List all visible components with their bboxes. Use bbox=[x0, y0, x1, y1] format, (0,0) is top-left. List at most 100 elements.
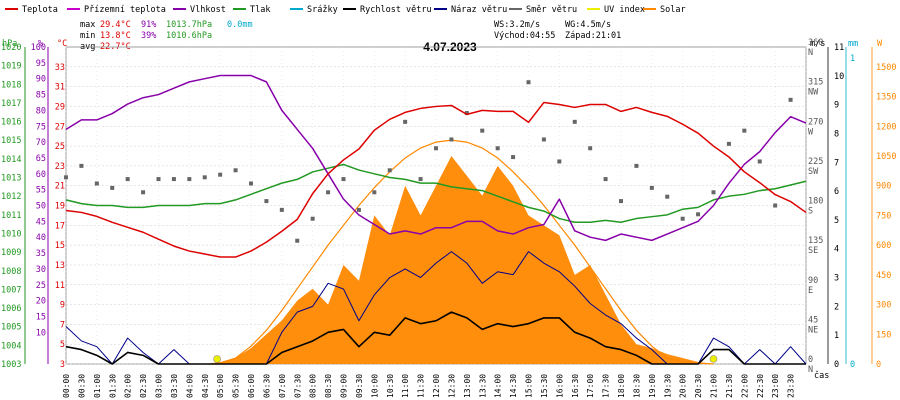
humidity-tick-label: 70 bbox=[36, 138, 46, 148]
temperature-tick-label: 7 bbox=[60, 320, 65, 330]
x-tick-label: 04:30 bbox=[201, 374, 210, 398]
solar-axis-title: W bbox=[877, 39, 883, 49]
wind-dir-compass-label: NW bbox=[808, 88, 819, 98]
hpa-tick-label: 1010 bbox=[1, 229, 21, 239]
humidity-tick-label: 75 bbox=[36, 122, 46, 132]
hpa-tick-label: 1013 bbox=[1, 174, 21, 184]
wind-direction-point bbox=[619, 199, 623, 204]
x-tick-label: 22:30 bbox=[756, 374, 765, 398]
x-tick-label: 09:00 bbox=[340, 374, 349, 398]
stat-sunset: Západ:21:01 bbox=[565, 31, 621, 41]
x-tick-label: 23:00 bbox=[771, 374, 780, 398]
wind-direction-point bbox=[264, 199, 269, 204]
wind-direction-point bbox=[495, 146, 500, 151]
humidity-line bbox=[65, 74, 807, 242]
solar-tick-label: 300 bbox=[876, 301, 891, 311]
legend: Teplota Přízemní teplota Vlhkost Tlak Srážky… bbox=[5, 5, 686, 15]
wind-dir-tick-label: 315 bbox=[808, 78, 823, 88]
temperature-tick-label: 27 bbox=[55, 122, 65, 132]
x-tick-label: 20:30 bbox=[694, 374, 703, 398]
stat-sunrise: Východ:04:55 bbox=[494, 31, 555, 41]
rain-tick-label: 1 bbox=[850, 54, 855, 64]
solar-tick-label: 900 bbox=[876, 182, 891, 192]
humidity-tick-label: 10 bbox=[36, 328, 46, 338]
stat-min-hum: 39% bbox=[141, 31, 156, 41]
solar-tick-label: 0 bbox=[876, 360, 881, 370]
solar-area bbox=[66, 155, 806, 364]
wind-dir-compass-label: W bbox=[808, 127, 814, 137]
x-tick-label: 13:30 bbox=[478, 374, 487, 398]
wind-direction-point bbox=[526, 80, 531, 85]
rain-axis-title: mm bbox=[848, 39, 858, 49]
temperature-line bbox=[65, 101, 807, 258]
stat-min-temp: 13.8°C bbox=[100, 31, 131, 41]
hpa-tick-label: 1014 bbox=[1, 155, 21, 165]
wind-speed-tick-label: 11 bbox=[834, 43, 844, 53]
legend-label: Směr větru bbox=[526, 5, 577, 15]
wind-direction-point bbox=[557, 159, 562, 164]
x-tick-label: 15:00 bbox=[525, 374, 534, 398]
legend-label: Solar bbox=[660, 5, 686, 15]
stat-wg: WG:4.5m/s bbox=[565, 20, 611, 30]
humidity-tick-label: 50 bbox=[36, 202, 46, 212]
x-tick-label: 05:30 bbox=[232, 374, 241, 398]
humidity-tick-label: 60 bbox=[36, 170, 46, 180]
wind-direction-point bbox=[788, 97, 793, 102]
hpa-tick-label: 1004 bbox=[1, 341, 21, 351]
x-tick-label: 12:30 bbox=[447, 374, 456, 398]
wind-dir-compass-label: NE bbox=[808, 325, 818, 335]
wind-speed-tick-label: 0 bbox=[834, 360, 839, 370]
wind-direction-point bbox=[603, 177, 608, 182]
hpa-tick-label: 1019 bbox=[1, 62, 21, 72]
wind-direction-point bbox=[295, 238, 300, 243]
temperature-tick-label: 15 bbox=[55, 241, 65, 251]
wind-direction-point bbox=[94, 181, 99, 186]
x-axis-title: čas bbox=[814, 370, 829, 381]
wind-speed-axis-title: m/s bbox=[810, 39, 825, 49]
wind-direction-point bbox=[187, 177, 192, 182]
x-tick-label: 14:30 bbox=[509, 374, 518, 398]
wind-dir-tick-label: 0 bbox=[808, 355, 813, 365]
humidity-tick-label: 95 bbox=[36, 59, 46, 69]
wind-dir-tick-label: 225 bbox=[808, 157, 823, 167]
legend-label: Rychlost větru bbox=[360, 5, 432, 15]
x-tick-label: 15:30 bbox=[540, 374, 549, 398]
wind-dir-tick-label: 270 bbox=[808, 117, 823, 127]
humidity-axis-title: % bbox=[38, 39, 43, 49]
temperature-tick-label: 3 bbox=[60, 360, 65, 370]
wind-direction-point bbox=[110, 185, 115, 190]
x-tick-label: 14:00 bbox=[494, 374, 503, 398]
wind-dir-compass-label: E bbox=[808, 286, 813, 296]
x-tick-label: 04:00 bbox=[185, 374, 194, 398]
x-tick-label: 00:30 bbox=[77, 374, 86, 398]
wind-speed-tick-label: 4 bbox=[834, 245, 839, 255]
x-tick-label: 21:00 bbox=[710, 374, 719, 398]
temperature-tick-label: 29 bbox=[55, 102, 65, 112]
stat-max-label: max bbox=[80, 20, 95, 30]
wind-dir-compass-label: SW bbox=[808, 167, 819, 177]
axes: hPa% °C1003100410051006100710081009101010… bbox=[1, 38, 896, 398]
wind-direction-point bbox=[588, 146, 593, 151]
wind-direction-point bbox=[773, 203, 778, 208]
stat-min-label: min bbox=[80, 31, 95, 41]
wind-direction-point bbox=[403, 119, 408, 124]
solar-tick-label: 1050 bbox=[876, 152, 896, 162]
solar-tick-label: 450 bbox=[876, 271, 891, 281]
hpa-tick-label: 1009 bbox=[1, 248, 21, 258]
x-tick-label: 19:00 bbox=[648, 374, 657, 398]
x-tick-label: 18:30 bbox=[632, 374, 641, 398]
humidity-tick-label: 20 bbox=[36, 297, 46, 307]
humidity-tick-label: 35 bbox=[36, 249, 46, 259]
legend-label: Srážky bbox=[307, 5, 338, 15]
wind-direction-point bbox=[511, 155, 516, 160]
wind-speed-tick-label: 9 bbox=[834, 101, 839, 111]
wind-direction-point bbox=[680, 216, 685, 221]
rain-tick-label: 0 bbox=[850, 360, 855, 370]
humidity-tick-label: 90 bbox=[36, 75, 46, 85]
humidity-tick-label: 15 bbox=[36, 312, 46, 322]
legend-label: Tlak bbox=[250, 5, 270, 15]
x-tick-label: 20:00 bbox=[679, 374, 688, 398]
x-tick-label: 09:30 bbox=[355, 374, 364, 398]
stat-rain: 0.0mm bbox=[227, 20, 253, 30]
solar-series bbox=[66, 139, 806, 365]
